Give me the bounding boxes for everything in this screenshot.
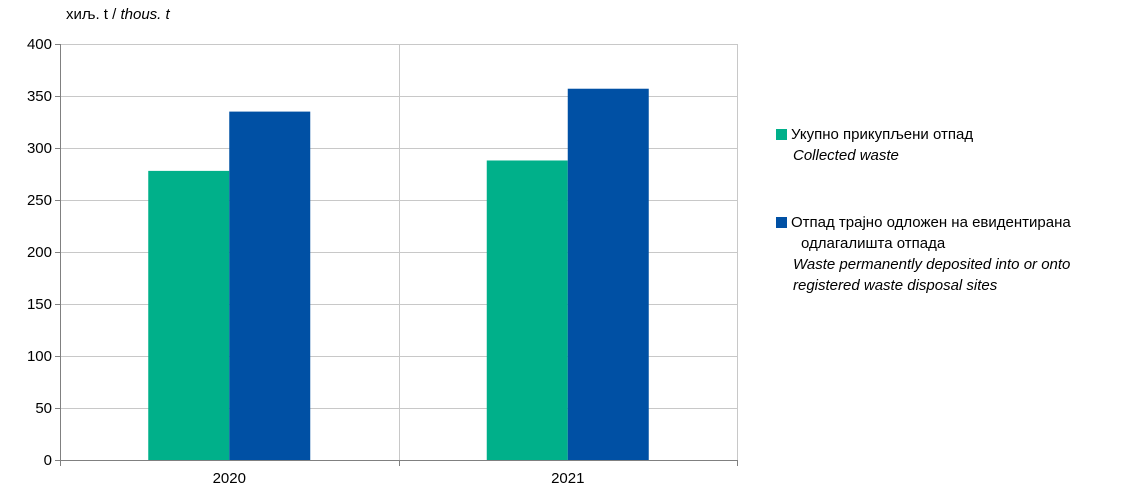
y-tick-label: 50 [35, 400, 52, 417]
y-tick-label: 200 [27, 244, 52, 261]
bar-chart: 0 50 100 150 200 250 300 350 400 2020 2021 [27, 36, 738, 487]
legend: Укупно прикупљени отпад Collected waste … [776, 124, 1121, 342]
legend-item-collected: Укупно прикупљени отпад Collected waste [776, 124, 1121, 166]
y-tick-label: 150 [27, 296, 52, 313]
y-tick-label: 250 [27, 192, 52, 209]
y-tick-label: 400 [27, 36, 52, 53]
legend-label-local-cont: одлагалишта отпада [801, 235, 946, 252]
legend-swatch-collected [776, 129, 787, 140]
unit-english: thous. t [120, 6, 170, 23]
bar-2020-series-1 [148, 170, 230, 460]
bar-2021-series-1 [486, 160, 568, 461]
legend-label-english-cont: registered waste disposal sites [793, 277, 998, 294]
legend-item-deposited: Отпад трајно одложен на евидентирана одл… [776, 212, 1121, 296]
axes [55, 44, 738, 466]
y-tick-label: 100 [27, 348, 52, 365]
x-tick-labels: 2020 2021 [213, 470, 585, 487]
bars [148, 88, 649, 461]
bar-2021-series-2 [567, 88, 649, 460]
unit-local: хиљ. t / [66, 6, 117, 23]
y-tick-label: 350 [27, 88, 52, 105]
y-axis-unit-label: хиљ. t / thous. t [66, 6, 170, 23]
x-tick-label: 2021 [551, 470, 584, 487]
bar-2020-series-2 [229, 111, 311, 460]
y-tick-labels: 0 50 100 150 200 250 300 350 400 [27, 36, 52, 469]
legend-label-local: Укупно прикупљени отпад [791, 126, 974, 143]
legend-swatch-deposited [776, 217, 787, 228]
y-tick-label: 0 [44, 452, 52, 469]
y-tick-label: 300 [27, 140, 52, 157]
legend-label-english: Collected waste [793, 147, 899, 164]
x-tick-label: 2020 [213, 470, 246, 487]
legend-label-local: Отпад трајно одложен на евидентирана [791, 214, 1071, 231]
legend-label-english: Waste permanently deposited into or onto [793, 256, 1071, 273]
